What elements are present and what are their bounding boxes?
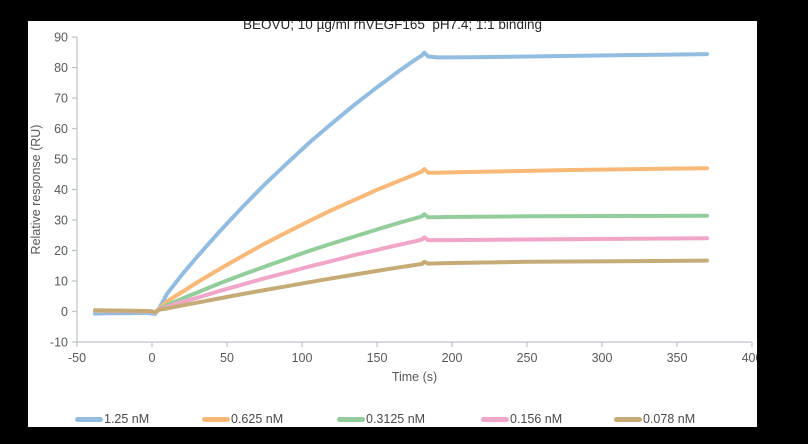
- legend-label: 0.156 nM: [510, 412, 563, 426]
- y-tick-label: 50: [54, 153, 68, 167]
- y-tick-label: 40: [54, 183, 68, 197]
- x-tick-label: 100: [292, 351, 313, 365]
- y-tick-label: 70: [54, 92, 68, 106]
- series-line-0.078nM: [93, 258, 709, 315]
- x-axis-title: Time (s): [392, 370, 437, 384]
- series-line-0.156nM: [93, 235, 709, 315]
- y-tick-label: 20: [54, 244, 68, 258]
- y-tick-label: 60: [54, 122, 68, 136]
- series-line-1.25nM: [93, 50, 709, 316]
- y-tick-label: 30: [54, 214, 68, 228]
- x-tick-label: -50: [68, 351, 86, 365]
- chart-title: BEOVU; 10 µg/ml rhVEGF165 pH7.4; 1:1 bin…: [243, 21, 542, 32]
- y-axis-title: Relative response (RU): [29, 125, 43, 255]
- legend-swatch: [202, 416, 230, 422]
- y-tick-label: 80: [54, 61, 68, 75]
- chart-area: BEOVU; 10 µg/ml rhVEGF165 pH7.4; 1:1 bin…: [28, 21, 757, 427]
- y-tick-label: 10: [54, 275, 68, 289]
- x-tick-label: 200: [442, 351, 463, 365]
- legend-label: 1.25 nM: [104, 412, 150, 426]
- legend-swatch: [481, 416, 509, 422]
- legend-item-1.25nM: 1.25 nM: [75, 411, 149, 427]
- x-tick-label: 0: [149, 351, 156, 365]
- legend-item-0.156nM: 0.156 nM: [481, 411, 562, 427]
- legend-label: 0.625 nM: [231, 412, 284, 426]
- y-tick-label: -10: [50, 336, 68, 350]
- legend-swatch: [614, 416, 642, 422]
- plot-svg: -50 0 50 100 150 200 250 300 350 400 -10 0 10 20 30 40 5…: [29, 31, 757, 385]
- y-tick-label: 90: [54, 31, 68, 45]
- series-line-0.3125nM: [93, 212, 709, 315]
- y-tick-label: 0: [61, 305, 68, 319]
- x-tick-label: 250: [517, 351, 538, 365]
- x-tick-label: 150: [367, 351, 388, 365]
- x-tick-label: 50: [220, 351, 234, 365]
- legend-item-0.078nM: 0.078 nM: [614, 411, 695, 427]
- x-tick-label: 300: [592, 351, 613, 365]
- legend-item-0.625nM: 0.625 nM: [202, 411, 283, 427]
- x-tick-label: 350: [667, 351, 688, 365]
- legend-swatch: [75, 416, 103, 422]
- legend-swatch: [337, 416, 365, 422]
- legend-item-0.3125nM: 0.3125 nM: [337, 411, 425, 427]
- legend-label: 0.078 nM: [643, 412, 696, 426]
- legend-label: 0.3125 nM: [366, 412, 426, 426]
- x-tick-label: 400: [742, 351, 757, 365]
